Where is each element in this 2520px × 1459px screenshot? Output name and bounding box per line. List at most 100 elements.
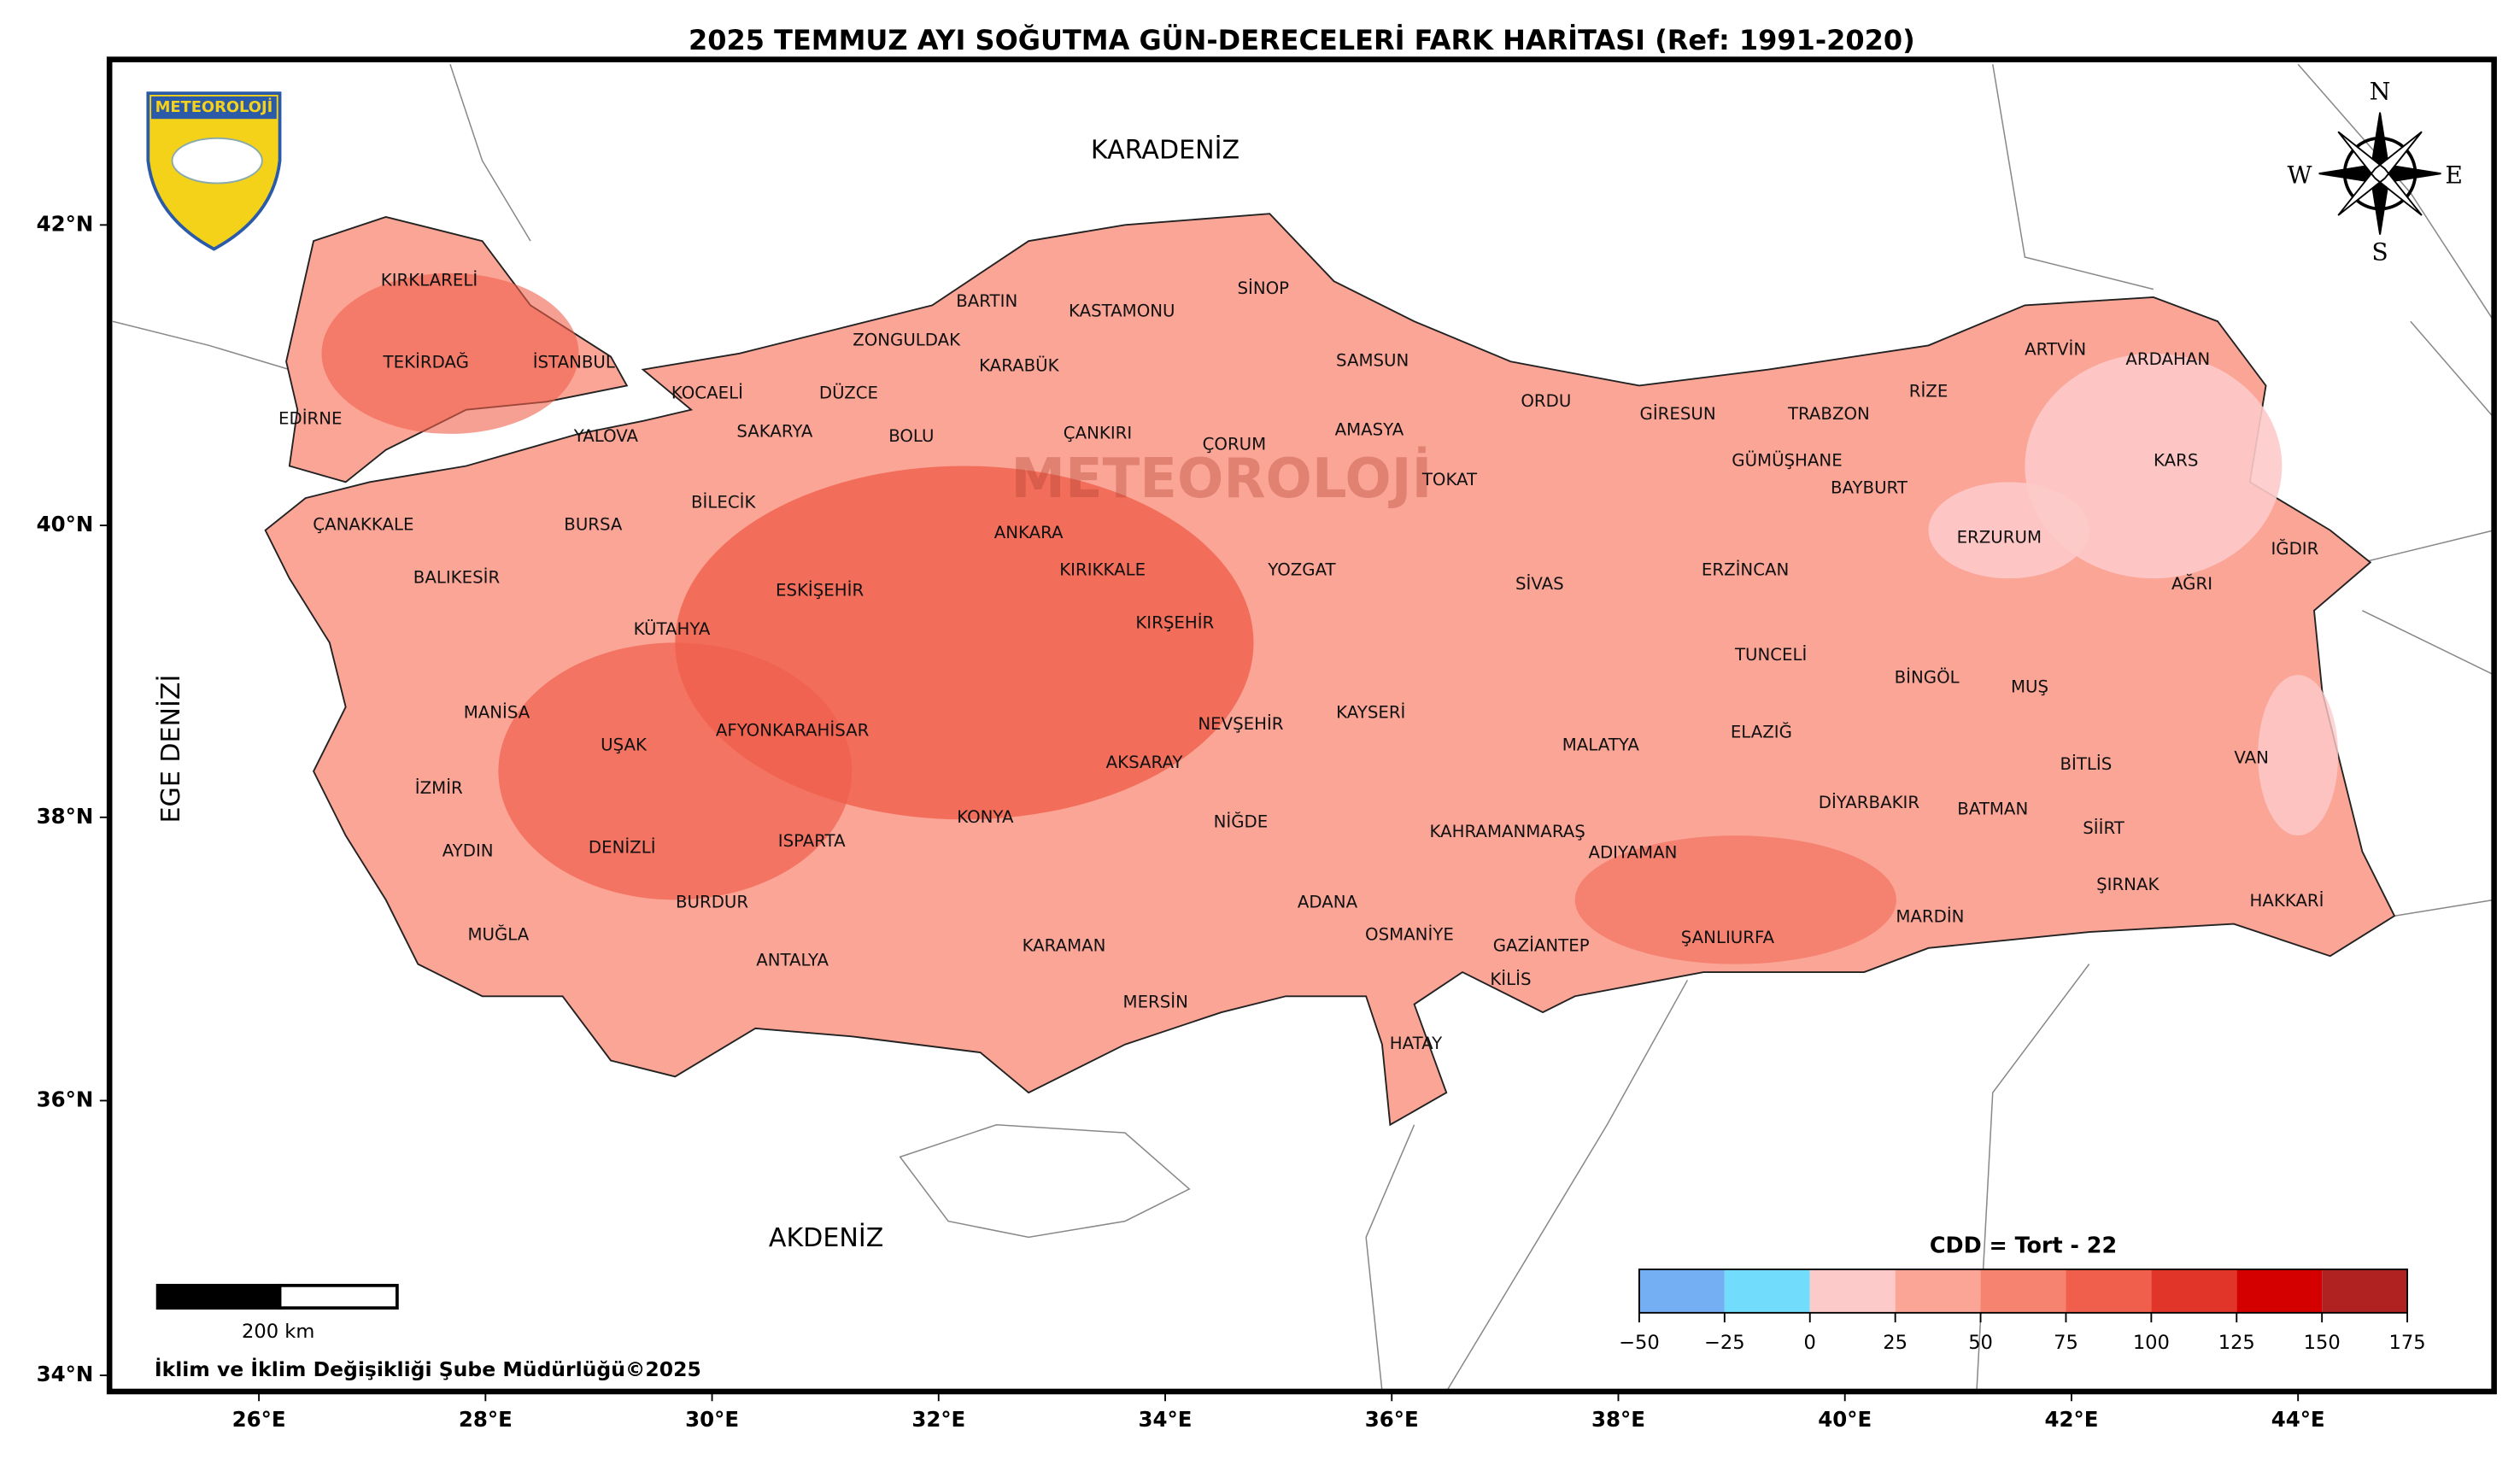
colorbar-segment bbox=[1638, 1269, 1725, 1313]
province-label: SİNOP bbox=[1237, 278, 1289, 298]
province-label: YALOVA bbox=[573, 426, 639, 446]
province-label: KIRŞEHİR bbox=[1135, 612, 1214, 632]
province-label: ADANA bbox=[1298, 893, 1358, 912]
shade bbox=[498, 642, 853, 900]
shade bbox=[321, 272, 579, 434]
province-label: BİNGÖL bbox=[1895, 667, 1960, 687]
frame bbox=[106, 56, 2497, 1395]
compass-n: N bbox=[2370, 78, 2391, 106]
province-label: İZMİR bbox=[415, 778, 463, 798]
x-tick-label: 30°E bbox=[685, 1407, 739, 1432]
y-tick-label: 42°N bbox=[37, 211, 94, 236]
province-label: MANİSA bbox=[464, 703, 530, 723]
sea-label: AKDENİZ bbox=[769, 1222, 883, 1253]
colorbar-segment bbox=[2151, 1269, 2237, 1313]
province-label: TUNCELİ bbox=[1734, 645, 1807, 665]
province-label: HATAY bbox=[1390, 1034, 1443, 1053]
province-label: DİYARBAKIR bbox=[1819, 793, 1920, 812]
colorbar-tick-label: −25 bbox=[1704, 1332, 1745, 1354]
province-label: AKSARAY bbox=[1106, 753, 1184, 772]
x-tick-label: 44°E bbox=[2271, 1407, 2325, 1432]
watermark: METEOROLOJİ bbox=[1011, 446, 1432, 511]
province-label: BAYBURT bbox=[1831, 478, 1908, 497]
colorbar-tick-label: −50 bbox=[1619, 1332, 1660, 1354]
province-label: DÜZCE bbox=[819, 383, 878, 402]
scale-bar bbox=[278, 1283, 399, 1310]
province-label: ÇANAKKALE bbox=[313, 515, 413, 535]
province-label: SAKARYA bbox=[736, 422, 813, 442]
province-label: UŞAK bbox=[601, 735, 648, 754]
x-tick-label: 38°E bbox=[1591, 1407, 1645, 1432]
shade bbox=[1928, 482, 2089, 579]
colorbar-tick-label: 125 bbox=[2218, 1332, 2255, 1354]
province-label: GAZİANTEP bbox=[1493, 935, 1590, 955]
y-tick-label: 40°N bbox=[37, 512, 94, 536]
province-label: TEKİRDAĞ bbox=[383, 352, 469, 372]
province-label: KARAMAN bbox=[1023, 935, 1106, 955]
province-label: BARTIN bbox=[956, 291, 1017, 311]
colorbar-segment bbox=[1809, 1269, 1896, 1313]
sea-label: EGE DENİZİ bbox=[155, 675, 186, 823]
province-label: ÇANKIRI bbox=[1064, 423, 1132, 442]
x-tick-label: 34°E bbox=[1139, 1407, 1193, 1432]
compass bbox=[2318, 112, 2441, 235]
province-label: KAYSERİ bbox=[1336, 703, 1405, 723]
shade bbox=[1574, 835, 1896, 964]
province-label: ELAZIĞ bbox=[1731, 721, 1792, 741]
y-tick-label: 38°N bbox=[37, 804, 94, 829]
province-label: ERZURUM bbox=[1957, 528, 2042, 548]
province-label: BOLU bbox=[888, 426, 934, 446]
province-label: GİRESUN bbox=[1640, 404, 1716, 424]
province-label: MUĞLA bbox=[467, 923, 529, 944]
colorbar-tick-label: 175 bbox=[2389, 1332, 2426, 1354]
province-label: ARDAHAN bbox=[2125, 349, 2210, 369]
province-label: ZONGULDAK bbox=[853, 330, 961, 349]
province-label: KONYA bbox=[957, 807, 1014, 827]
province-label: KARABÜK bbox=[979, 355, 1060, 375]
colorbar-tick-label: 50 bbox=[1968, 1332, 1993, 1354]
colorbar-segment bbox=[2236, 1269, 2323, 1313]
province-label: SAMSUN bbox=[1336, 351, 1409, 371]
footer: İklim ve İklim Değişikliği Şube Müdürlüğ… bbox=[155, 1357, 701, 1381]
compass-w: W bbox=[2288, 161, 2312, 189]
colorbar-segment bbox=[1895, 1269, 1981, 1313]
province-label: ÇORUM bbox=[1203, 435, 1267, 454]
province-label: KASTAMONU bbox=[1069, 301, 1175, 320]
province-label: ORDU bbox=[1521, 391, 1571, 411]
x-tick-label: 32°E bbox=[911, 1407, 965, 1432]
compass-s: S bbox=[2371, 238, 2388, 267]
province-label: ANKARA bbox=[994, 523, 1064, 542]
province-label: MARDİN bbox=[1896, 907, 1964, 927]
province-label: KIRKLARELİ bbox=[381, 271, 478, 290]
colorbar-tick-label: 100 bbox=[2133, 1332, 2170, 1354]
x-tick-label: 26°E bbox=[232, 1407, 286, 1432]
province-label: AMASYA bbox=[1335, 420, 1404, 440]
province-label: KİLİS bbox=[1490, 970, 1531, 989]
colorbar-segment bbox=[1980, 1269, 2066, 1313]
province-label: ESKİŞEHİR bbox=[776, 581, 864, 601]
province-label: HAKKARİ bbox=[2250, 891, 2324, 911]
province-label: KARS bbox=[2154, 450, 2198, 470]
province-label: EDİRNE bbox=[278, 408, 342, 428]
province-label: SİVAS bbox=[1515, 574, 1564, 594]
colorbar-tick-label: 0 bbox=[1804, 1332, 1816, 1354]
province-label: KIRIKKALE bbox=[1059, 560, 1146, 579]
colorbar-segment bbox=[1724, 1269, 1810, 1313]
scale-bar bbox=[155, 1283, 282, 1310]
province-label: TOKAT bbox=[1421, 470, 1478, 489]
province-label: KAHRAMANMARAŞ bbox=[1430, 822, 1585, 841]
sea-label: KARADENİZ bbox=[1091, 134, 1239, 165]
colorbar-segment bbox=[2322, 1269, 2408, 1313]
province-label: BİTLİS bbox=[2060, 754, 2112, 774]
shading bbox=[321, 272, 2339, 964]
province-label: BURSA bbox=[564, 515, 623, 535]
y-tick-label: 34°N bbox=[37, 1362, 94, 1386]
province-label: ŞIRNAK bbox=[2096, 875, 2160, 894]
province-label: TRABZON bbox=[1787, 404, 1870, 424]
colorbar-title: CDD = Tort - 22 bbox=[1930, 1233, 2117, 1258]
province-label: VAN bbox=[2234, 747, 2269, 767]
colorbar-tick-label: 25 bbox=[1883, 1332, 1908, 1354]
shade bbox=[2025, 353, 2283, 579]
province-label: NİĞDE bbox=[1214, 812, 1269, 832]
